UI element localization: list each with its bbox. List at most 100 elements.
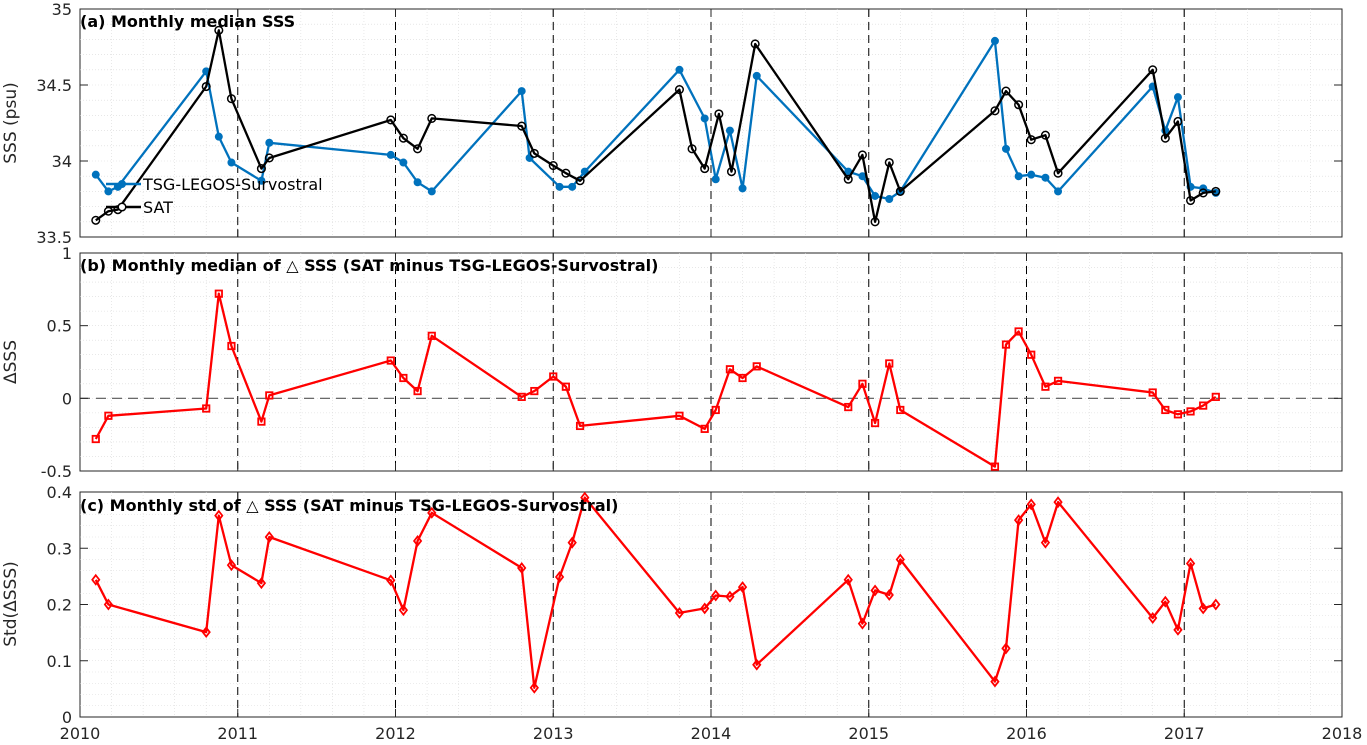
data-point (1001, 144, 1010, 153)
data-point (1211, 186, 1221, 196)
data-point (1040, 130, 1050, 140)
x-tick-labels: 2010 2011 2012 2013 2014 2015 2016 2017 2018 (60, 492, 1363, 743)
data-point (738, 373, 747, 383)
x-tick-label: 2015 (848, 724, 889, 743)
x-tick-label: 2017 (1164, 724, 1205, 743)
y-tick-label: -0.5 (41, 462, 72, 481)
x-tick-label: 2016 (1006, 724, 1047, 743)
legend-marker-tsg (118, 180, 126, 188)
data-point (1054, 187, 1063, 196)
data-point (226, 559, 237, 572)
data-point (1014, 327, 1023, 336)
data-point (104, 187, 113, 196)
data-point (857, 617, 868, 630)
data-point (568, 182, 577, 191)
panel-title: (b) Monthly median of △ SSS (SAT minus T… (80, 256, 658, 275)
y-axis-label: ΔSSS (1, 340, 21, 384)
data-point (675, 411, 684, 420)
data-point (1001, 86, 1011, 96)
data-point (990, 36, 999, 45)
x-tick-label: 2018 (1322, 724, 1363, 743)
data-point (857, 150, 867, 160)
year-lines (237, 9, 1185, 237)
data-point (91, 170, 100, 179)
data-point (1148, 388, 1157, 397)
data-point (700, 114, 709, 123)
data-point (1013, 514, 1024, 527)
y-axis-label: Std(ΔSSS) (1, 561, 21, 647)
y-tick-label: 0.2 (47, 596, 72, 615)
data-point (884, 157, 894, 168)
y-tick-label: 0 (62, 389, 72, 408)
data-point (214, 132, 223, 141)
data-point (1211, 598, 1221, 611)
data-point (1001, 642, 1011, 655)
data-point (1014, 172, 1023, 181)
data-point (567, 536, 577, 549)
data-point (549, 372, 558, 381)
data-point (752, 362, 761, 371)
data-point (554, 570, 565, 583)
panel-title: (a) Monthly median SSS (80, 12, 295, 31)
data-point (711, 405, 720, 415)
data-point (885, 359, 894, 368)
data-point (1040, 536, 1051, 549)
data-point (427, 506, 437, 519)
data-point (227, 341, 236, 351)
data-point (1014, 100, 1024, 110)
panel-a: 33.5 34 34.5 35 (a) Monthly median SSS SSS … (1, 0, 1343, 247)
data-point (529, 148, 539, 158)
y-tick-labels: 0 0.1 0.2 0.3 0.4 (47, 483, 1342, 727)
data-point (413, 178, 422, 187)
data-point (674, 606, 685, 619)
series-layer (91, 25, 1221, 227)
data-point (226, 94, 236, 104)
data-point (1173, 623, 1183, 636)
data-point (885, 195, 894, 203)
data-point (700, 424, 709, 433)
data-point (386, 150, 395, 159)
data-point (726, 167, 737, 177)
series-line (94, 496, 1217, 689)
data-point (725, 126, 734, 135)
data-point (714, 109, 724, 119)
data-point (700, 602, 710, 615)
data-point (884, 588, 894, 601)
data-point (858, 379, 867, 388)
data-point (750, 39, 760, 49)
y-tick-label: 0.3 (47, 539, 72, 558)
data-point (752, 71, 761, 80)
year-lines (237, 492, 1185, 717)
data-point (201, 626, 211, 639)
data-point (1148, 612, 1158, 624)
data-point (517, 121, 527, 131)
data-point (399, 373, 408, 383)
data-point (264, 531, 274, 543)
y-tick-labels: 33.5 34 34.5 35 (36, 0, 1343, 247)
data-point (265, 391, 274, 400)
data-point (91, 434, 100, 444)
data-point (1148, 65, 1158, 75)
data-point (257, 176, 266, 185)
y-axis-label: SSS (psu) (1, 82, 21, 163)
data-point (214, 25, 224, 35)
data-point (1001, 340, 1011, 349)
data-point (1186, 407, 1195, 416)
data-point (386, 356, 395, 365)
data-point (1041, 382, 1050, 391)
data-point (398, 604, 409, 617)
x-tick-label: 2013 (533, 724, 574, 743)
data-point (386, 115, 396, 125)
data-point (1041, 173, 1050, 182)
data-point (517, 392, 526, 401)
data-point (1173, 93, 1182, 102)
series-line (95, 29, 1216, 223)
data-point (1027, 170, 1036, 179)
data-point (575, 421, 585, 431)
data-point (738, 184, 747, 193)
data-point (1173, 410, 1183, 419)
series-line (94, 292, 1217, 468)
data-point (1026, 498, 1036, 511)
data-point (870, 217, 880, 227)
data-point (257, 417, 266, 426)
